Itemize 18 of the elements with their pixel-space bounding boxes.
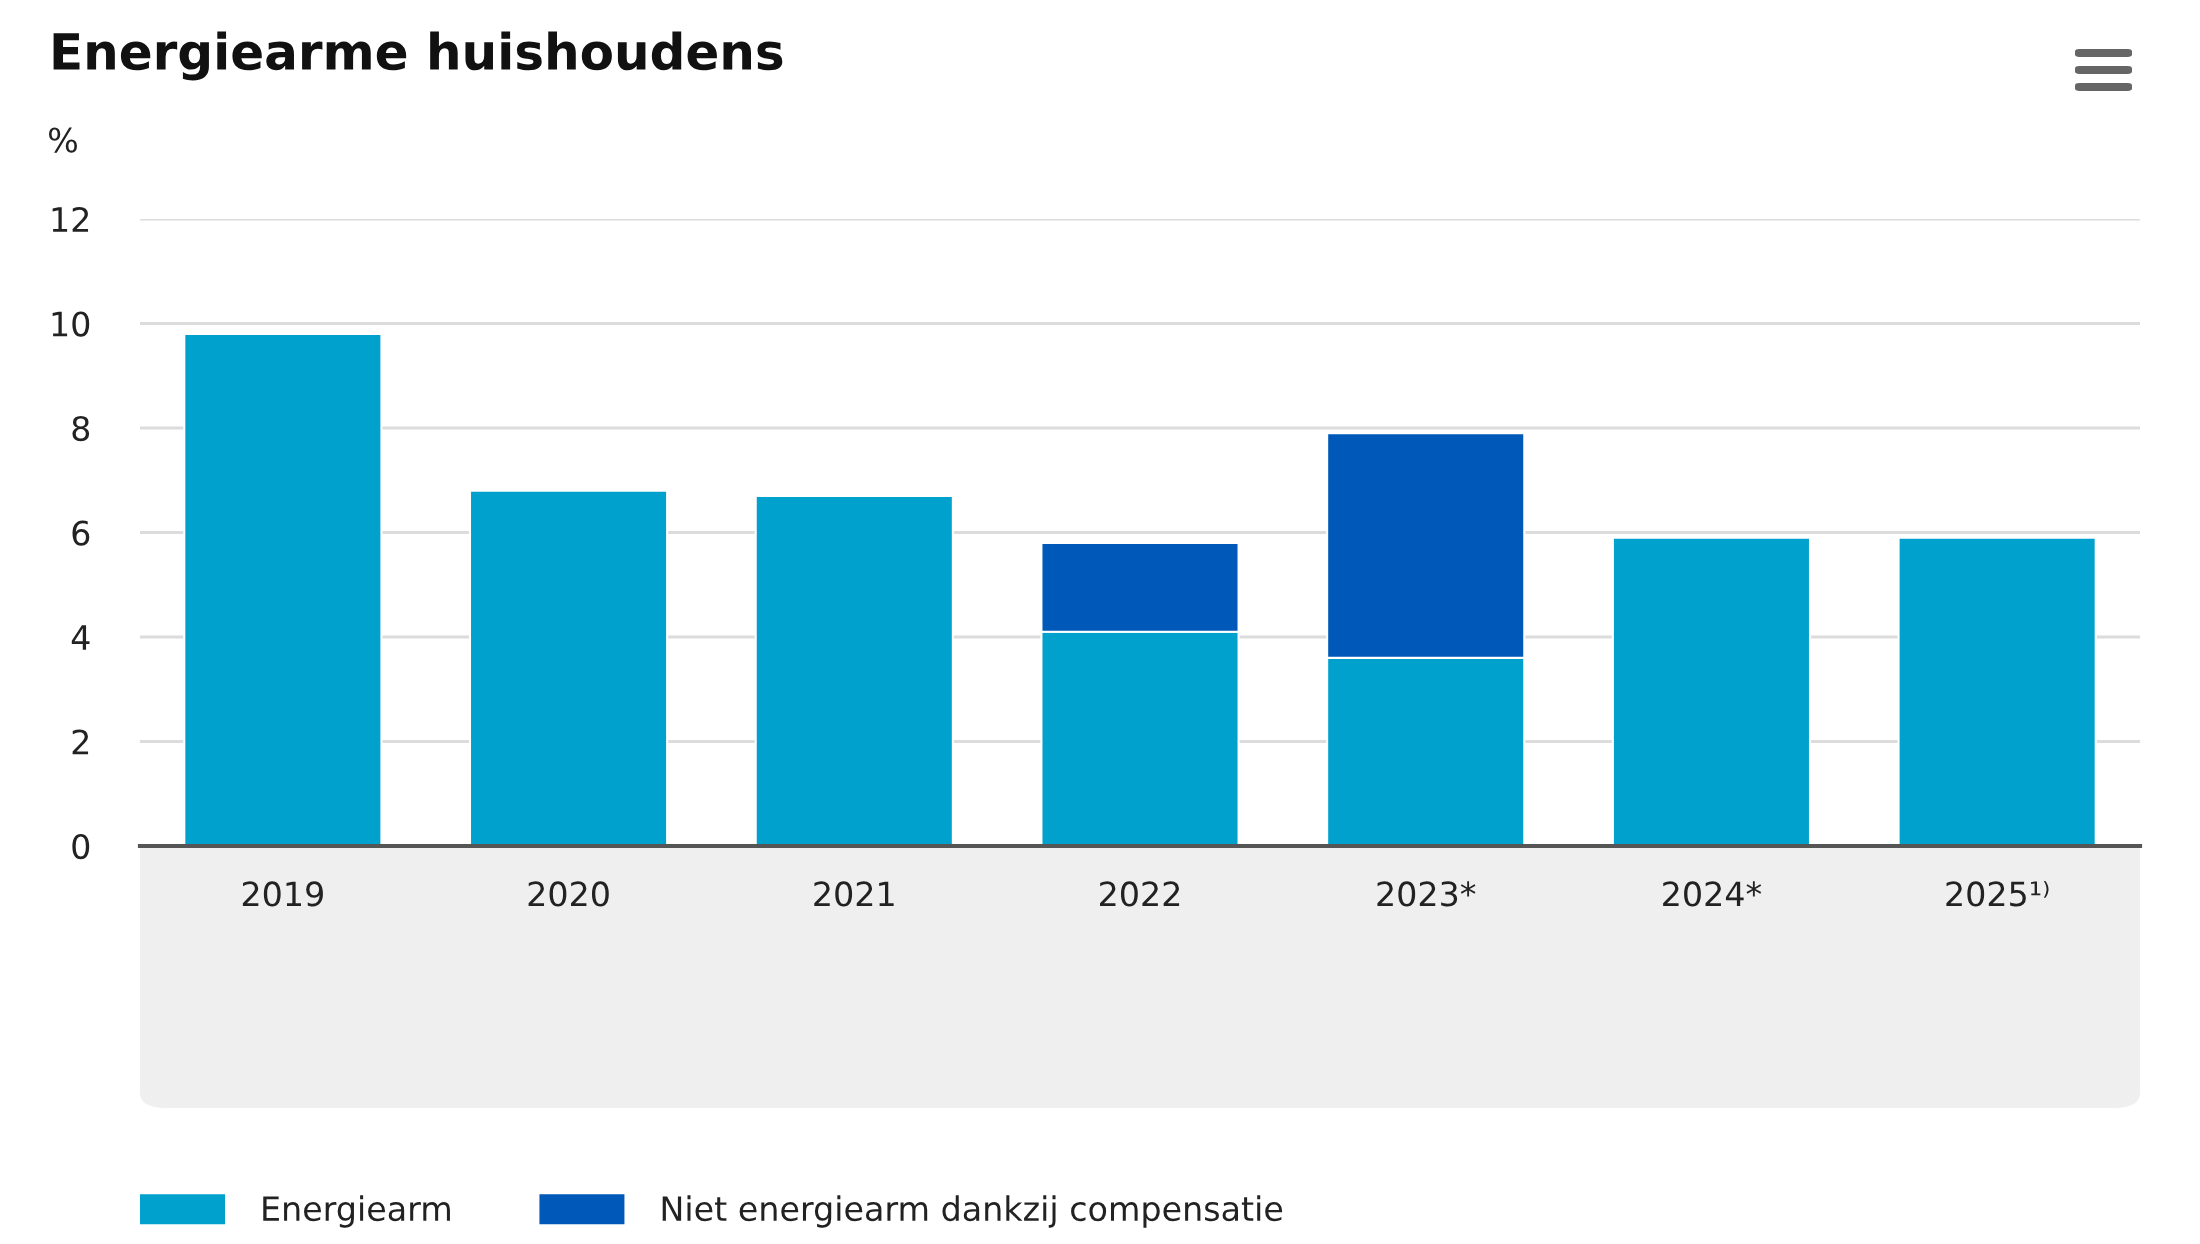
x-tick-label: 2024*	[1663, 881, 1762, 907]
y-tick-label: 6	[72, 520, 90, 546]
x-tick-label: 2022	[1100, 881, 1180, 907]
y-tick-label: 10	[52, 311, 90, 337]
x-tick-label: 2021	[814, 881, 894, 907]
y-axis-title: %	[49, 127, 77, 153]
y-tick-label: 0	[72, 833, 90, 860]
y-tick-label: 2	[72, 729, 89, 755]
chart-title: Energiearme huishoudens	[53, 31, 783, 81]
x-tick-label: 2020	[528, 881, 609, 907]
y-tick-label: 12	[52, 206, 89, 232]
y-tick-label: 8	[72, 415, 90, 442]
legend-label: Energiearm	[263, 1195, 450, 1228]
x-tick-label: 2019	[242, 881, 323, 907]
x-tick-label: 2023*	[1377, 881, 1476, 907]
x-tick-label: 2025¹⁾	[1946, 881, 2049, 907]
legend-label: Niet energiearm dankzij compensatie	[662, 1195, 1283, 1228]
y-tick-label: 4	[71, 625, 90, 650]
